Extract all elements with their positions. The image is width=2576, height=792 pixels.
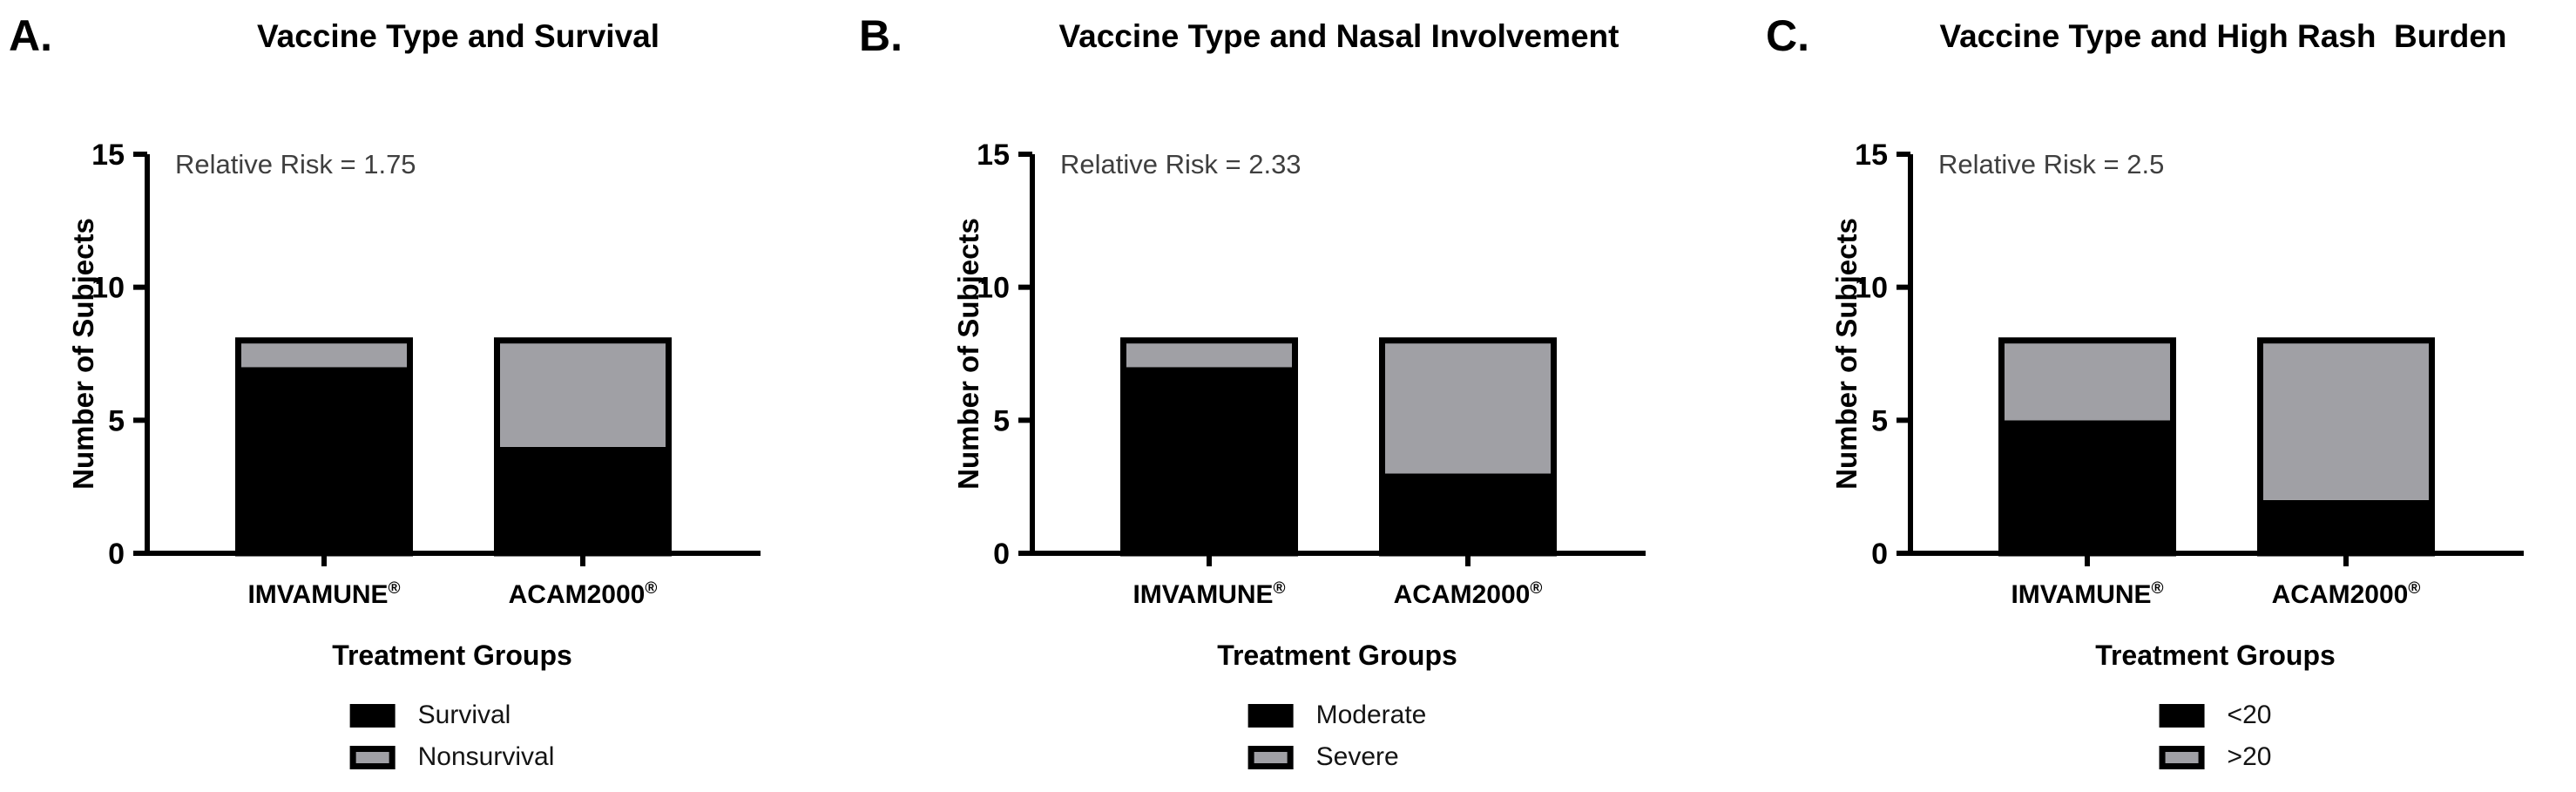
legend-label: <20 (2227, 701, 2272, 729)
legend-row: Nonsurvival (349, 742, 555, 771)
x-axis-title: Treatment Groups (1217, 640, 1457, 671)
bar-segment (238, 340, 410, 368)
bar-segment (2001, 340, 2174, 421)
legend-row: Severe (1247, 742, 1427, 771)
y-tick-label: 5 (993, 404, 1010, 437)
panel-title: Vaccine Type and Nasal Involvement (1058, 18, 1619, 54)
y-axis-title: Number of Subjects (1830, 218, 1863, 490)
legend-row: >20 (2159, 742, 2272, 771)
relative-risk-annotation: Relative Risk = 1.75 (175, 149, 416, 179)
x-category-label: ACAM2000® (2272, 579, 2421, 609)
y-tick-label: 15 (1855, 139, 1888, 172)
bar-segment (497, 340, 669, 447)
x-category-label: ACAM2000® (1394, 579, 1543, 609)
legend-swatch-black (2159, 703, 2205, 728)
x-category-label: IMVAMUNE® (1132, 579, 1285, 609)
legend-label: >20 (2227, 742, 2272, 771)
legend-swatch-black (1247, 703, 1294, 728)
legend-label: Nonsurvival (417, 742, 555, 771)
legend: Moderate Severe (1247, 701, 1427, 771)
stacked-bar-chart: IMVAMUNE® ACAM2000® 0 5 10 15 Treatment Groups… (1830, 139, 2524, 671)
legend: Survival Nonsurvival (349, 701, 555, 771)
legend: <20 >20 (2159, 701, 2272, 771)
x-category-label: IMVAMUNE® (247, 579, 400, 609)
bar-segment (1382, 340, 1554, 474)
y-axis-title: Number of Subjects (67, 218, 99, 490)
x-category-label: ACAM2000® (509, 579, 658, 609)
panel-b: B. Vaccine Type and Nasal Involvement Re… (859, 0, 1717, 792)
legend-row: <20 (2159, 701, 2272, 729)
bar-segment (1382, 473, 1554, 553)
bar-segment (2260, 340, 2432, 500)
panel-letter: C. (1766, 11, 1809, 60)
panel-title: Vaccine Type and High Rash Burden (1939, 18, 2507, 54)
y-tick-label: 5 (108, 404, 125, 437)
relative-risk-annotation: Relative Risk = 2.33 (1060, 149, 1302, 179)
panel-a: A. Vaccine Type and Survival Relative Ri… (0, 0, 858, 792)
bar-segment (2001, 420, 2174, 553)
y-tick-label: 10 (977, 272, 1010, 305)
y-tick-label: 0 (993, 538, 1010, 571)
y-tick-label: 0 (1871, 538, 1888, 571)
panel-letter: A. (9, 11, 52, 60)
legend-label: Moderate (1315, 701, 1427, 729)
bar-segment (1123, 367, 1295, 553)
legend-label: Severe (1315, 742, 1399, 771)
panel-letter: B. (859, 11, 903, 60)
stacked-bar-chart: IMVAMUNE® ACAM2000® 0 5 10 15 Treatment Groups… (952, 139, 1646, 671)
panel-c: C. Vaccine Type and High Rash Burden Rel… (1718, 0, 2576, 792)
y-axis-title: Number of Subjects (952, 218, 984, 490)
legend-swatch-gray (2159, 745, 2205, 769)
bar-segment (238, 367, 410, 553)
legend-row: Moderate (1247, 701, 1427, 729)
y-tick-label: 10 (1855, 272, 1888, 305)
y-tick-label: 15 (977, 139, 1010, 172)
y-tick-label: 0 (108, 538, 125, 571)
legend-row: Survival (349, 701, 555, 729)
x-axis-title: Treatment Groups (332, 640, 572, 671)
legend-swatch-black (349, 703, 396, 728)
legend-swatch-gray (1247, 745, 1294, 769)
y-tick-label: 5 (1871, 404, 1888, 437)
panel-title: Vaccine Type and Survival (256, 18, 660, 54)
y-tick-label: 15 (91, 139, 125, 172)
stacked-bar-chart: IMVAMUNE® ACAM2000® 0 5 10 15 Treatment Groups… (67, 139, 761, 671)
x-axis-title: Treatment Groups (2095, 640, 2336, 671)
bar-segment (2260, 499, 2432, 553)
x-category-label: IMVAMUNE® (2011, 579, 2163, 609)
bar-segment (1123, 340, 1295, 368)
legend-label: Survival (417, 701, 511, 729)
bar-segment (497, 446, 669, 553)
legend-swatch-gray (349, 745, 396, 769)
y-tick-label: 10 (91, 272, 125, 305)
relative-risk-annotation: Relative Risk = 2.5 (1938, 149, 2165, 179)
